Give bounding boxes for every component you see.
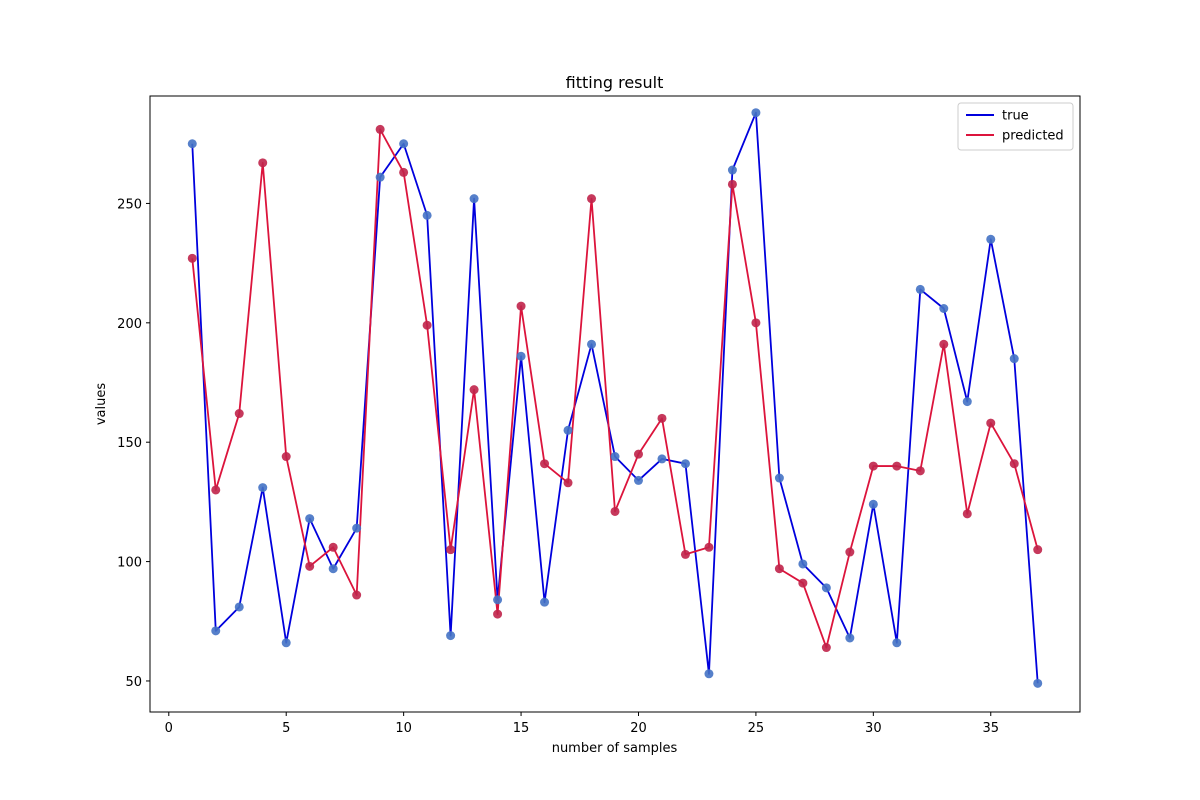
data-point-true [610, 452, 620, 462]
data-point-true [1033, 678, 1043, 688]
data-point-predicted [446, 545, 456, 555]
data-point-predicted [211, 485, 221, 495]
data-point-true [633, 475, 643, 485]
data-point-true [352, 523, 362, 533]
data-point-true [704, 669, 714, 679]
data-point-true [328, 564, 338, 574]
legend-label-true: true [1002, 109, 1029, 124]
x-axis-label: number of samples [552, 741, 678, 756]
data-point-true [868, 499, 878, 509]
data-point-predicted [798, 578, 808, 588]
y-tick-label: 250 [117, 197, 142, 212]
legend: true predicted [957, 102, 1074, 151]
data-point-predicted [821, 643, 831, 653]
data-point-predicted [986, 418, 996, 428]
data-point-true [469, 194, 479, 204]
data-point-true [587, 339, 597, 349]
axes-frame [149, 95, 1081, 713]
y-tick-label: 200 [117, 317, 142, 332]
data-point-predicted [493, 609, 503, 619]
data-point-true [986, 234, 996, 244]
data-point-true [727, 165, 737, 175]
data-point-true [540, 597, 550, 607]
x-tick-label: 10 [395, 721, 412, 736]
data-point-true [422, 210, 432, 220]
data-point-true [563, 425, 573, 435]
data-point-predicted [540, 459, 550, 469]
data-point-true [258, 483, 268, 493]
data-point-predicted [563, 478, 573, 488]
data-point-predicted [962, 509, 972, 519]
x-tick-label: 0 [165, 721, 173, 736]
data-point-predicted [187, 253, 197, 263]
data-point-predicted [352, 590, 362, 600]
x-tick-label: 25 [748, 721, 765, 736]
data-point-true [657, 454, 667, 464]
data-point-predicted [422, 320, 432, 330]
data-point-true [211, 626, 221, 636]
data-point-predicted [328, 542, 338, 552]
data-point-predicted [751, 318, 761, 328]
data-point-predicted [399, 167, 409, 177]
data-point-predicted [1033, 545, 1043, 555]
data-point-predicted [469, 385, 479, 395]
data-point-predicted [845, 547, 855, 557]
data-point-true [915, 284, 925, 294]
y-axis-label: values [94, 383, 109, 426]
data-point-true [845, 633, 855, 643]
data-point-true [1009, 354, 1019, 364]
data-point-predicted [258, 158, 268, 168]
data-point-predicted [892, 461, 902, 471]
data-point-predicted [1009, 459, 1019, 469]
data-point-predicted [305, 561, 315, 571]
y-tick-label: 100 [117, 556, 142, 571]
data-point-true [680, 459, 690, 469]
data-point-predicted [727, 179, 737, 189]
data-point-true [281, 638, 291, 648]
data-point-predicted [633, 449, 643, 459]
x-tick-label: 20 [630, 721, 647, 736]
data-point-true [493, 595, 503, 605]
data-point-predicted [774, 564, 784, 574]
data-point-true [798, 559, 808, 569]
data-point-predicted [915, 466, 925, 476]
x-tick-label: 30 [865, 721, 882, 736]
data-point-predicted [281, 452, 291, 462]
plot-area: 0 5 10 15 20 25 30 35 50 100 150 200 250 [117, 95, 1081, 736]
y-tick-label: 50 [125, 675, 142, 690]
data-point-true [516, 351, 526, 361]
data-point-true [939, 303, 949, 313]
data-point-true [187, 139, 197, 149]
data-point-predicted [234, 409, 244, 419]
data-point-true [962, 397, 972, 407]
data-point-true [892, 638, 902, 648]
data-point-true [234, 602, 244, 612]
data-point-true [399, 139, 409, 149]
y-tick-label: 150 [117, 436, 142, 451]
data-point-predicted [680, 549, 690, 559]
chart-title: fitting result [566, 73, 664, 92]
x-tick-label: 35 [982, 721, 999, 736]
data-point-predicted [375, 124, 385, 134]
x-tick-label: 15 [513, 721, 530, 736]
data-point-true [821, 583, 831, 593]
data-point-true [446, 631, 456, 641]
legend-label-predicted: predicted [1002, 129, 1064, 144]
data-point-true [751, 108, 761, 118]
data-point-predicted [610, 506, 620, 516]
data-point-predicted [587, 194, 597, 204]
data-point-predicted [868, 461, 878, 471]
data-point-true [774, 473, 784, 483]
data-point-predicted [657, 413, 667, 423]
data-point-predicted [939, 339, 949, 349]
data-point-true [375, 172, 385, 182]
x-tick-label: 5 [282, 721, 290, 736]
data-point-predicted [704, 542, 714, 552]
data-point-predicted [516, 301, 526, 311]
data-point-true [305, 514, 315, 524]
